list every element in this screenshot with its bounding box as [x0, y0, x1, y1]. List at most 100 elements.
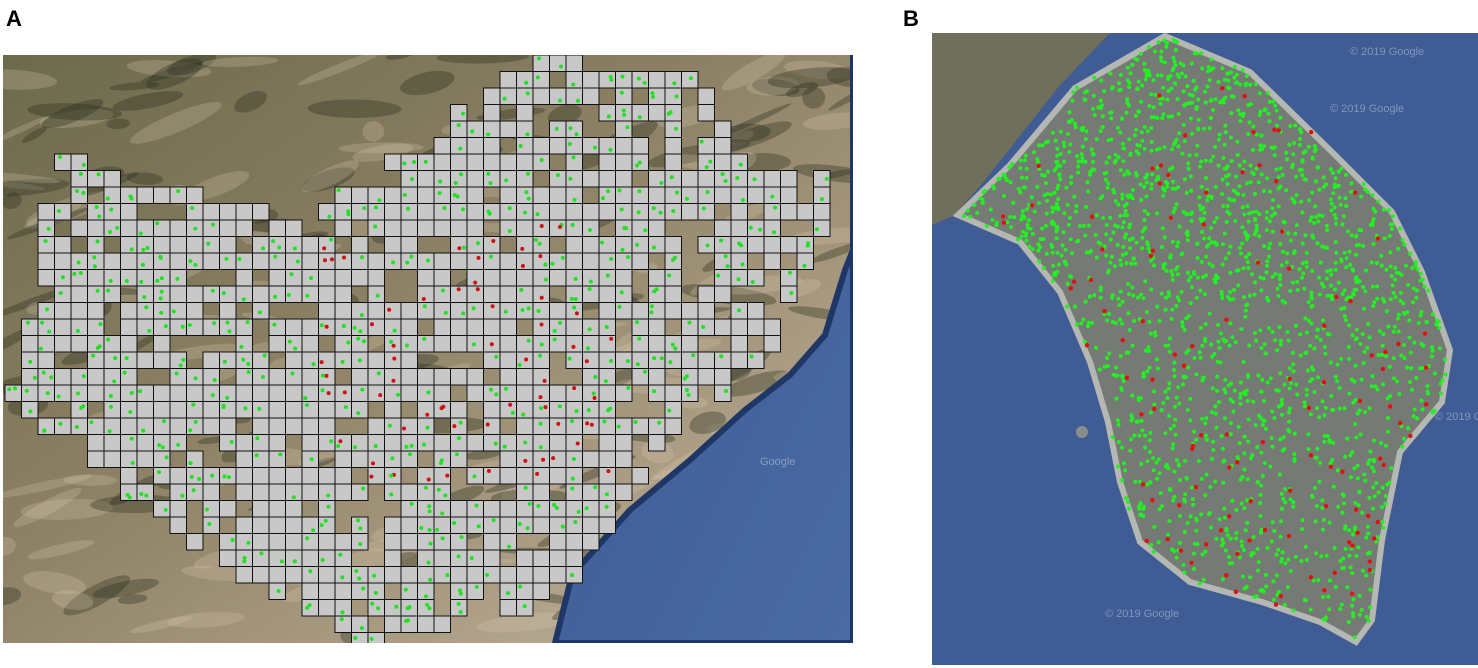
observation-point [517, 362, 522, 367]
grid-cell [450, 335, 468, 353]
observation-point [1113, 199, 1118, 204]
observation-point [174, 371, 179, 376]
grid-cell [367, 269, 385, 287]
observation-point [543, 277, 548, 282]
observation-point [1127, 328, 1132, 333]
observation-point [145, 245, 150, 250]
grid-cell [136, 236, 154, 254]
grid-cell [450, 599, 468, 617]
panel-label: B [903, 6, 919, 31]
observation-point [1156, 457, 1161, 462]
grid-cell [549, 302, 567, 320]
observation-point [1247, 293, 1252, 298]
observation-point [1065, 281, 1070, 286]
observation-point [230, 538, 235, 543]
observation-point [1368, 587, 1373, 592]
observation-point [824, 176, 829, 181]
observation-point [1188, 418, 1193, 423]
observation-point [340, 575, 345, 580]
observation-point [1115, 242, 1120, 247]
observation-point [1333, 239, 1338, 244]
grid-cell [582, 533, 600, 551]
observation-point [519, 287, 524, 292]
observation-point [1243, 308, 1248, 313]
observation-point [1238, 477, 1243, 482]
observation-point [1257, 113, 1262, 118]
observation-point [1144, 309, 1149, 314]
observation-point [1094, 213, 1099, 218]
observation-point [1311, 235, 1316, 240]
observation-point [1104, 171, 1109, 176]
observation-point [635, 242, 640, 247]
observation-point [1203, 158, 1208, 163]
observation-point [1105, 318, 1110, 323]
grid-cell [384, 203, 402, 221]
observation-point [352, 325, 357, 330]
observation-point [1136, 395, 1141, 400]
observation-point [517, 521, 522, 526]
observation-point [32, 375, 37, 380]
grid-cell [351, 186, 369, 204]
grid-cell [565, 467, 583, 485]
grid-cell [169, 401, 187, 419]
observation-point [621, 108, 626, 113]
observation-point [1365, 189, 1370, 194]
observation-point [1344, 265, 1349, 270]
observation-point [520, 246, 525, 251]
observation-point [1242, 434, 1247, 439]
grid-cell [400, 516, 418, 534]
observation-point [402, 161, 407, 166]
grid-cell [219, 549, 237, 567]
observation-point [1317, 415, 1322, 420]
observation-point [1308, 412, 1313, 417]
observation-point [125, 492, 130, 497]
observation-point [1203, 89, 1208, 94]
grid-cell [384, 318, 402, 336]
observation-point [1164, 268, 1169, 273]
grid-cell [450, 533, 468, 551]
observation-point [1214, 242, 1219, 247]
observation-point [1099, 78, 1104, 83]
grid-cell [532, 384, 550, 402]
observation-point [1222, 387, 1227, 392]
observation-point [1114, 396, 1119, 401]
observation-point [1156, 176, 1161, 181]
grid-cell [400, 533, 418, 551]
observation-point [390, 456, 395, 461]
observation-point [1016, 186, 1021, 191]
observation-point [1333, 267, 1338, 272]
observation-point [1104, 223, 1109, 228]
observation-point [1182, 570, 1187, 575]
grid-cell [499, 384, 517, 402]
observation-point [1324, 223, 1329, 228]
observation-point [1129, 261, 1134, 266]
observation-point [1131, 293, 1136, 298]
observation-point [1145, 369, 1150, 374]
observation-point [510, 410, 515, 415]
observation-point [1139, 412, 1144, 417]
observation-point [1222, 506, 1227, 511]
observation-point [992, 186, 997, 191]
observation-point [1109, 137, 1114, 142]
observation-point [406, 206, 411, 211]
observation-point [1372, 536, 1377, 541]
observation-point [1364, 268, 1369, 273]
terrain-texture [302, 167, 355, 192]
observation-point [1322, 588, 1327, 593]
observation-point [570, 222, 575, 227]
observation-point [978, 196, 983, 201]
observation-point [667, 273, 672, 278]
terrain-texture [63, 474, 118, 486]
observation-point [1287, 419, 1292, 424]
observation-point [1218, 331, 1223, 336]
observation-point [1142, 146, 1147, 151]
observation-point [1183, 492, 1188, 497]
observation-point [1222, 142, 1227, 147]
observation-point [140, 262, 145, 267]
grid-cell [351, 368, 369, 386]
observation-point [1397, 420, 1403, 426]
observation-point [1242, 159, 1247, 164]
observation-point [1234, 508, 1239, 513]
observation-point [1190, 343, 1195, 349]
observation-point [1174, 555, 1179, 560]
